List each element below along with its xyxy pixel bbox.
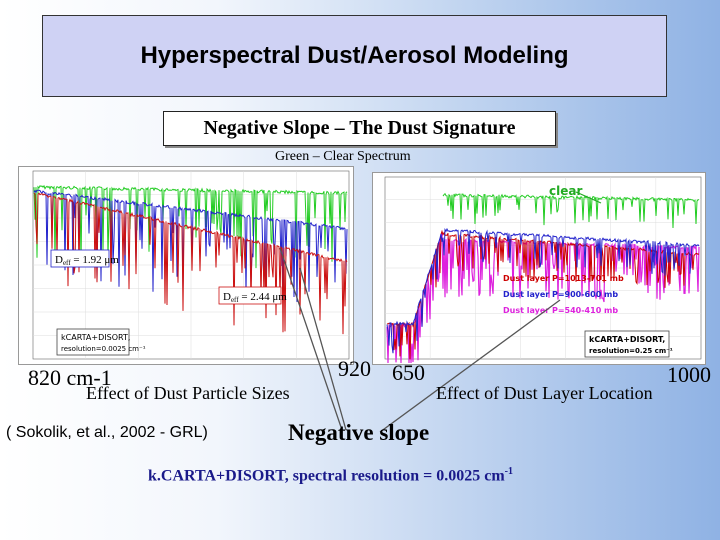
clear-arrow: [575, 191, 602, 204]
right-axis-start: 650: [392, 360, 425, 385]
right-legend-line2: resolution=0.25 cm⁻¹: [589, 347, 673, 355]
right-high-layer-series: [386, 227, 700, 354]
negative-slope-label: Negative slope: [288, 420, 430, 445]
left-legend-box: [56, 328, 130, 356]
dust-layer-location-plot: clear Dust layer P=1013-701 mb Dust laye…: [372, 172, 706, 365]
left-legend-line2: resolution=0.0025 cm⁻¹: [61, 345, 146, 353]
kcarta-resolution-note: k.CARTA+DISORT, spectral resolution = 0.…: [148, 466, 514, 485]
dust-particle-size-plot: Deff = 1.92 μm Deff = 2.44 μm kCARTA+DIS…: [18, 166, 354, 365]
legend-series-3: Dust layer P=540-410 mb: [503, 306, 618, 315]
right-plot-svg: clear Dust layer P=1013-701 mb Dust laye…: [384, 176, 702, 364]
clear-label: clear: [549, 184, 582, 198]
deff-small-box: [50, 249, 110, 268]
right-legend-box: [584, 330, 670, 358]
right-clear-series: [442, 192, 699, 229]
effect-particle-size-caption: Effect of Dust Particle Sizes: [86, 383, 290, 403]
reference-citation: ( Sokolik, et al., 2002 - GRL): [6, 424, 208, 441]
left-axis-start: 820 cm-1: [28, 365, 112, 390]
clear-spectrum-caption: Green – Clear Spectrum: [275, 149, 411, 164]
left-legend-line1: kCARTA+DISORT,: [61, 333, 130, 342]
left-plot-svg: Deff = 1.92 μm Deff = 2.44 μm kCARTA+DIS…: [32, 170, 350, 360]
legend-series-1: Dust layer P=1013-701 mb: [503, 274, 624, 283]
left-clear-series: [33, 184, 348, 269]
effect-layer-location-caption: Effect of Dust Layer Location: [436, 383, 653, 403]
slide-title: Hyperspectral Dust/Aerosol Modeling: [140, 42, 569, 69]
slide-subtitle: Negative Slope – The Dust Signature: [203, 117, 516, 139]
legend-series-2: Dust layer P=900-600 mb: [503, 290, 618, 299]
left-axis-end: 920: [338, 356, 371, 381]
left-small-particle-series: [33, 189, 348, 304]
deff-small-label: Deff = 1.92 μm: [55, 254, 119, 267]
subtitle-box: Negative Slope – The Dust Signature: [163, 111, 556, 146]
title-box: Hyperspectral Dust/Aerosol Modeling: [42, 15, 667, 97]
right-axis-end: 1000: [667, 362, 711, 387]
right-legend-line1: kCARTA+DISORT,: [589, 335, 665, 344]
deff-large-label: Deff = 2.44 μm: [223, 291, 287, 304]
